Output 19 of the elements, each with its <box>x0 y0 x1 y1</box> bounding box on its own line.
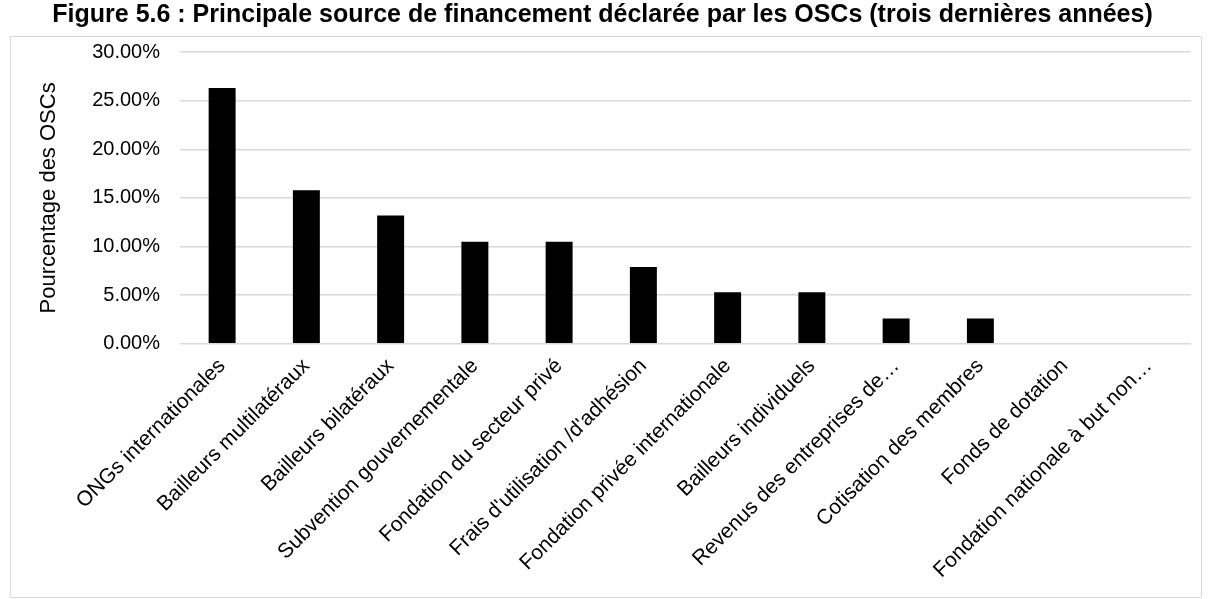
y-tick-label: 10.00% <box>92 234 161 257</box>
bar <box>629 266 657 344</box>
bar <box>545 241 573 344</box>
bar <box>966 318 994 344</box>
bar <box>461 241 489 344</box>
y-tick-label: 5.00% <box>103 282 161 305</box>
y-tick-label: 30.00% <box>92 39 161 62</box>
chart-title: Figure 5.6 : Principale source de financement déclarée par les OSCs (trois dernières années) <box>52 0 1153 27</box>
bar <box>882 318 910 344</box>
bar <box>714 292 742 344</box>
bar <box>798 292 826 344</box>
y-tick-label: 0.00% <box>103 331 161 354</box>
y-tick-label: 15.00% <box>92 185 161 208</box>
bar <box>377 215 405 344</box>
bar <box>208 87 236 344</box>
bar <box>292 190 320 344</box>
y-tick-label: 20.00% <box>92 136 161 159</box>
y-axis-title: Pourcentage des OSCs <box>35 82 61 314</box>
y-tick-label: 25.00% <box>92 88 161 111</box>
